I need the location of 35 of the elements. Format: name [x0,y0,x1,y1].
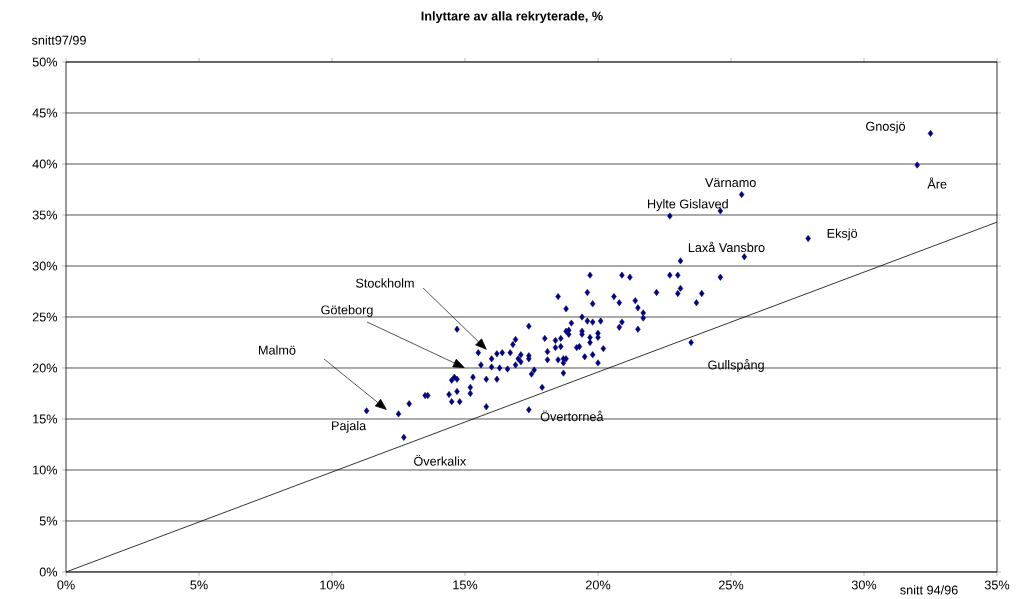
y-tick-label: 10% [33,465,58,475]
annotation: Överkalix [414,454,467,466]
annotation: Åre [927,177,947,189]
y-tick-label: 5% [39,516,58,526]
y-tick-label: 35% [32,210,58,220]
x-tick-label: 25% [718,580,744,590]
x-tick-label: 15% [453,580,478,590]
annotation: Hylte Gislaved [648,199,728,211]
annotation: Pajala [332,420,367,433]
x-tick-label: 35% [984,580,1010,590]
x-tick-label: 0% [57,580,75,590]
x-tick-label: 10% [320,580,345,590]
y-tick-label: 0% [39,567,58,577]
annotation: Gullspång [708,359,764,372]
annotation: Stockholm [355,278,414,288]
y-tick-label: 50% [32,57,58,67]
annotation: Eksjö [827,228,858,241]
y-tick-label: 25% [32,312,58,322]
annotation: Göteborg [321,305,373,317]
annotation: Laxå Vansbro [688,241,765,253]
x-axis-title: snitt 94/96 [900,585,958,595]
y-tick-label: 20% [32,363,58,373]
x-tick-label: 5% [190,580,208,590]
x-tick-label: 20% [585,580,611,590]
annotation: Övertorneå [540,410,604,422]
y-axis-title: snitt97/99 [31,35,86,45]
y-tick-label: 30% [32,261,58,271]
y-tick-label: 45% [32,108,58,118]
x-tick-label: 30% [851,580,877,590]
chart-title: Inlyttare av alla rekryterade, % [421,11,603,24]
annotation: Malmö [259,345,296,355]
y-tick-label: 15% [33,414,58,424]
annotation: Värnamo [705,178,756,188]
annotation: Gnosjö [866,121,906,134]
y-tick-label: 40% [32,159,58,169]
